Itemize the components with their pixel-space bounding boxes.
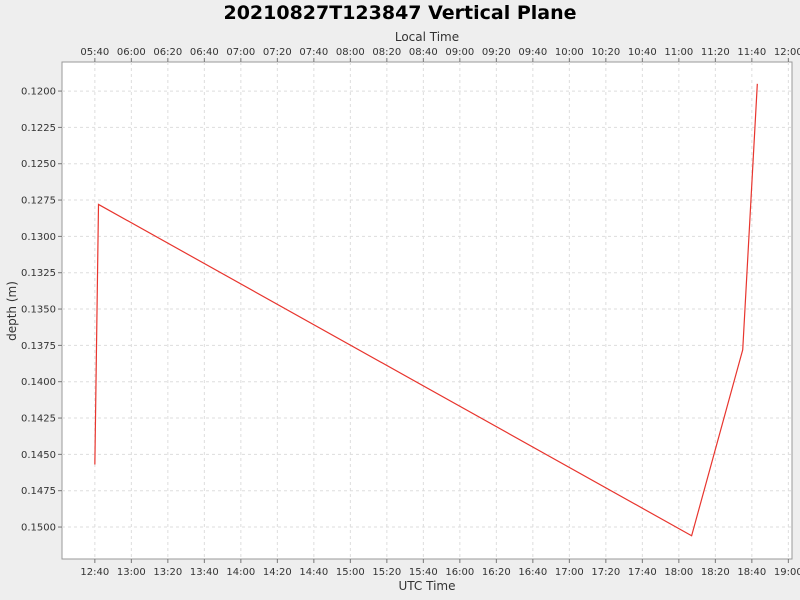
x-tick-label: 16:40 bbox=[518, 567, 547, 578]
x2-tick-label: 09:40 bbox=[518, 47, 547, 58]
y-axis-label: depth (m) bbox=[5, 281, 19, 341]
y-tick-label: 0.1300 bbox=[21, 232, 56, 243]
x2-tick-label: 10:00 bbox=[555, 47, 584, 58]
x-tick-label: 14:20 bbox=[263, 567, 292, 578]
x2-tick-label: 06:20 bbox=[153, 47, 182, 58]
x-tick-label: 17:00 bbox=[555, 567, 584, 578]
y-tick-label: 0.1250 bbox=[21, 159, 56, 170]
y-tick-label: 0.1350 bbox=[21, 305, 56, 316]
x-tick-label: 15:20 bbox=[372, 567, 401, 578]
x-tick-label: 19:00 bbox=[774, 567, 800, 578]
x-tick-label: 18:20 bbox=[701, 567, 730, 578]
x-tick-label: 17:40 bbox=[628, 567, 657, 578]
x2-tick-label: 07:00 bbox=[226, 47, 255, 58]
x2-tick-label: 08:40 bbox=[409, 47, 438, 58]
series-group bbox=[94, 83, 758, 537]
top-axis-label: Local Time bbox=[395, 30, 459, 44]
x2-tick-label: 09:00 bbox=[445, 47, 474, 58]
x-tick-label: 13:20 bbox=[153, 567, 182, 578]
y-tick-label: 0.1425 bbox=[21, 414, 56, 425]
x-tick-label: 16:20 bbox=[482, 567, 511, 578]
bottom-axis-ticks: 12:40 13:00 13:20 13:40 14:00 14:20 14:40 15:00… bbox=[80, 559, 800, 578]
x-tick-label: 17:20 bbox=[591, 567, 620, 578]
x2-tick-label: 10:40 bbox=[628, 47, 657, 58]
y-tick-label: 0.1225 bbox=[21, 123, 56, 134]
y-tick-label: 0.1450 bbox=[21, 450, 56, 461]
x2-tick-label: 11:00 bbox=[664, 47, 693, 58]
y-tick-label: 0.1375 bbox=[21, 341, 56, 352]
y-tick-label: 0.1500 bbox=[21, 523, 56, 534]
x-tick-label: 15:00 bbox=[336, 567, 365, 578]
x-tick-label: 13:40 bbox=[190, 567, 219, 578]
top-axis-ticks: 05:40 06:00 06:20 06:40 07:00 07:20 07:40 08:00… bbox=[80, 47, 800, 62]
x2-tick-label: 12:00 bbox=[774, 47, 800, 58]
gridlines bbox=[62, 62, 792, 559]
x-axis-label: UTC Time bbox=[399, 579, 456, 593]
x2-tick-label: 08:20 bbox=[372, 47, 401, 58]
x2-tick-label: 05:40 bbox=[80, 47, 109, 58]
series-line bbox=[94, 83, 758, 537]
x2-tick-label: 11:40 bbox=[737, 47, 766, 58]
y-tick-label: 0.1275 bbox=[21, 196, 56, 207]
plot-area bbox=[61, 61, 793, 560]
x2-tick-label: 07:20 bbox=[263, 47, 292, 58]
x2-tick-label: 06:00 bbox=[117, 47, 146, 58]
x-tick-label: 12:40 bbox=[80, 567, 109, 578]
x-tick-label: 18:40 bbox=[737, 567, 766, 578]
x-tick-label: 18:00 bbox=[664, 567, 693, 578]
x-tick-label: 13:00 bbox=[117, 567, 146, 578]
x-tick-label: 14:00 bbox=[226, 567, 255, 578]
x-tick-label: 15:40 bbox=[409, 567, 438, 578]
x2-tick-label: 11:20 bbox=[701, 47, 730, 58]
x2-tick-label: 07:40 bbox=[299, 47, 328, 58]
y-tick-label: 0.1325 bbox=[21, 268, 56, 279]
y-tick-label: 0.1200 bbox=[21, 87, 56, 98]
y-tick-label: 0.1475 bbox=[21, 486, 56, 497]
y-axis-ticks: 0.1200 0.1225 0.1250 0.1275 0.1300 0.1325 0.13… bbox=[21, 87, 62, 534]
x2-tick-label: 09:20 bbox=[482, 47, 511, 58]
x2-tick-label: 06:40 bbox=[190, 47, 219, 58]
x2-tick-label: 10:20 bbox=[591, 47, 620, 58]
y-tick-label: 0.1400 bbox=[21, 377, 56, 388]
x-tick-label: 16:00 bbox=[445, 567, 474, 578]
x2-tick-label: 08:00 bbox=[336, 47, 365, 58]
chart-title: 20210827T123847 Vertical Plane bbox=[223, 2, 576, 24]
x-tick-label: 14:40 bbox=[299, 567, 328, 578]
